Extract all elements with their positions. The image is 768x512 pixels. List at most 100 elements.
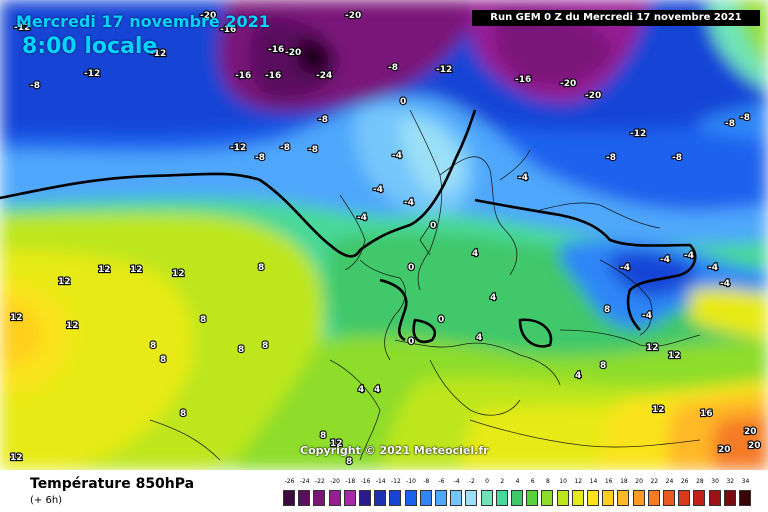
scale-swatch [647,490,660,506]
temperature-value-label: -8 [30,81,40,91]
scale-value: -26 [284,478,295,485]
temperature-value-label: 8 [600,361,606,371]
temperature-value-label: -24 [316,71,332,81]
temperature-values: -20-16-20-12-16 -20-24-12-16 -16-12-8 -12-1… [9,10,762,468]
scale-swatch [708,490,721,506]
temperature-value-label: -16 [268,45,284,55]
temperature-value-label: 8 [258,263,264,273]
temperature-value-label: -20 [345,11,361,21]
scale-swatch [465,490,478,506]
temperature-value-label: -8 [388,63,398,73]
temperature-map: -20 -16 -20 -12 -16 -20 -24 -12 -16 -16 -12 -8 -12 -1… [0,0,768,470]
scale-swatch [389,490,402,506]
temperature-value-label: 12 [330,439,343,449]
temperature-value-label: -8 [740,113,750,123]
scale-swatch [374,490,387,506]
temperature-value-label: -4 [620,263,630,273]
scale-value: 8 [545,478,550,485]
temperature-value-label: -8 [280,143,290,153]
scale-value: 0 [485,478,489,485]
scale-swatches [283,490,753,506]
temperature-value-label: -12 [84,69,100,79]
temperature-value-label: 8 [320,431,326,441]
temperature-value-label: -8 [606,153,616,163]
scale-swatch [526,490,539,506]
temperature-value-label: 12 [652,405,665,415]
temperature-value-label: 8 [150,341,156,351]
temperature-value-label: -8 [318,115,328,125]
scale-swatch [663,490,675,506]
temperature-value-label: -12 [630,129,646,139]
temperature-value-label: 8 [262,341,268,351]
scale-value: -2 [468,478,475,485]
temperature-value-label: 12 [66,321,79,331]
scale-value: 26 [680,478,689,485]
scale-value: -12 [390,478,401,485]
temperature-value-label: -4 [373,185,383,195]
model-run-banner: Run GEM 0 Z du Mercredi 17 novembre 2021 [472,10,760,26]
temperature-value-label: -8 [308,145,318,155]
temperature-value-label: 4 [476,333,482,343]
temperature-value-label: -4 [684,251,694,261]
scale-value: -10 [406,478,416,485]
scale-value: 16 [604,478,613,485]
forecast-offset: (+ 6h) [30,495,63,506]
temperature-value-label: 8 [160,355,166,365]
scale-swatch [678,490,691,506]
scale-swatch [632,490,645,506]
temperature-value-label: -4 [404,198,414,208]
scale-swatch [359,490,371,506]
scale-swatch [480,490,493,506]
temperature-value-label: 20 [748,441,761,451]
temperature-value-label: -20 [560,79,576,89]
temperature-value-label: -20 [285,48,301,58]
forecast-time: 8:00 locale [22,34,158,59]
scale-swatch [495,490,508,506]
temperature-value-label: -16 [235,71,251,81]
map-footer: Température 850hPa (+ 6h) -26 -24 -22 -20 -1… [0,470,768,512]
scale-swatch [617,490,630,506]
scale-value: -14 [375,478,386,485]
temperature-value-label: 4 [472,249,478,259]
temperature-value-label: 12 [172,269,185,279]
temperature-value-label: -4 [357,213,367,223]
scale-swatch [419,490,432,506]
scale-value: 30 [711,478,719,485]
temperature-value-label: -4 [642,311,652,321]
scale-value: 20 [635,478,643,485]
forecast-date: Mercredi 17 novembre 2021 [16,12,270,31]
temperature-value-label: 12 [10,453,23,463]
scale-value: -6 [438,478,445,485]
isotherm-zero [0,109,697,348]
variable-title: Température 850hPa [30,476,195,492]
scale-swatch [739,490,751,506]
temperature-value-label: -12 [436,65,452,75]
temperature-value-label: -8 [672,153,682,163]
map-canvas: -20-16-20-12-16 -20-24-12-16 -16-12-8 -12-1… [0,0,768,470]
scale-swatch [435,490,447,506]
temperature-value-label: 0 [400,97,406,107]
scale-swatch [511,490,523,506]
scale-value: 18 [620,478,628,485]
scale-swatch [283,490,295,506]
scale-swatch [404,490,417,506]
temperature-value-label: 8 [604,305,610,315]
temperature-value-label: 8 [180,409,186,419]
scale-swatch [723,490,736,506]
scale-swatch [328,490,341,506]
scale-swatch [450,490,463,506]
scale-value: 2 [500,478,505,485]
color-scale-legend: -26 -24 -22 -20 -18 -16 -14 -12 -10 -8 -6 -4 -2 0 2 4 6 8… [283,478,753,510]
temperature-value-label: -20 [200,11,216,21]
temperature-value-label: -4 [518,173,528,183]
temperature-value-label: 12 [668,351,681,361]
scale-values: -26 -24 -22 -20 -18 -16 -14 -12 -10 -8 -6 -4 -2 0 2 4 6 8… [283,478,753,488]
temperature-value-label: -4 [660,255,670,265]
scale-swatch [556,490,569,506]
scale-value: -8 [423,478,430,485]
temperature-value-label: 0 [408,337,414,347]
scale-swatch [298,490,311,506]
temperature-value-label: 4 [575,371,581,381]
temperature-value-label: 0 [408,263,414,273]
temperature-value-label: 16 [700,409,713,419]
